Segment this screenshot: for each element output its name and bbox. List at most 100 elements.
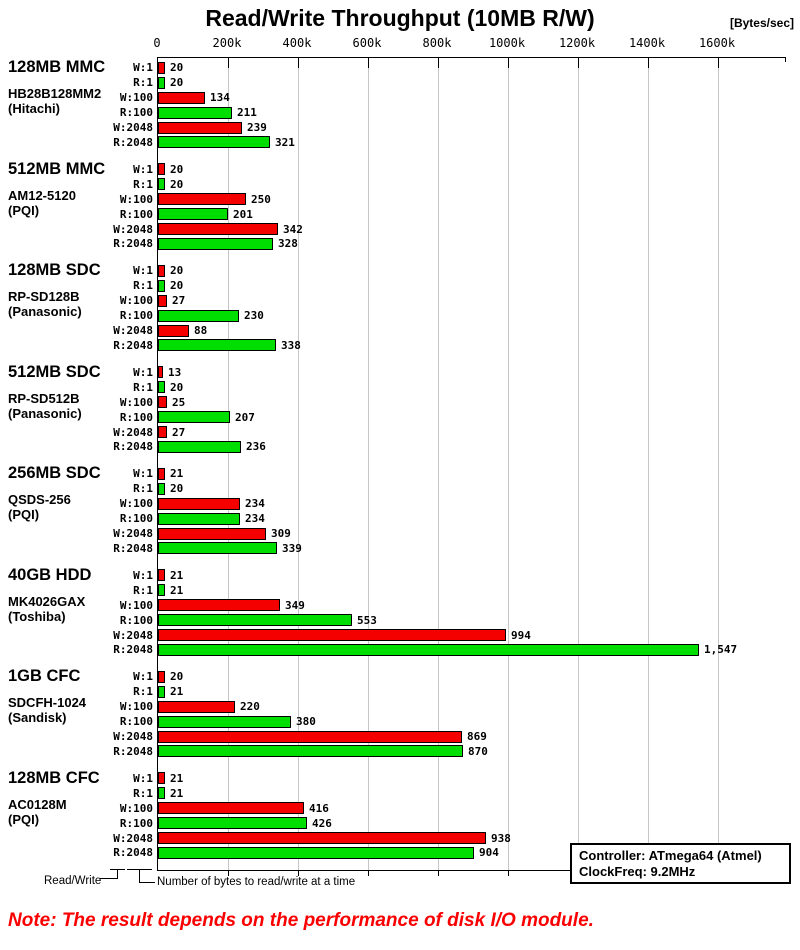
write-bar [158,426,167,438]
device-label-group: 128MB MMC HB28B128MM2 (Hitachi) [0,57,157,159]
x-tick-label: 0 [153,36,161,50]
bar-row: W:100 416 [120,801,786,816]
bar-row-label: W:1 [133,365,153,379]
bar-row-label: W:1 [133,467,153,481]
read-bar [158,440,241,453]
controller-line: Controller: ATmega64 (Atmel) [579,848,762,863]
bar-row-label: R:2048 [113,237,153,251]
bar-row-label: W:2048 [113,324,153,337]
bar-row: R:100 207 [120,410,786,425]
bar-row: W:1 13 [133,365,786,380]
axis-tick-bottom [438,871,439,876]
gridline [508,58,509,870]
bar-value-label: 20 [170,279,184,293]
bar-row-label: W:100 [119,700,153,714]
read-bar [158,339,276,352]
axis-tick-top [578,58,579,68]
read-bar [158,178,165,191]
read-bar [158,643,699,656]
bar-value-label: 1,547 [704,643,738,657]
bar-value-label: 27 [172,425,186,439]
device-maker: (Sandisk) [8,710,67,725]
bar-value-label: 207 [235,410,255,424]
device-label-group: 40GB HDD MK4026GAX (Toshiba) [0,565,157,667]
bar-row: R:100 380 [120,714,786,729]
write-bar [158,730,462,743]
read-bar [158,614,352,627]
bar-row-label: W:100 [119,395,153,409]
bar-row: W:2048 309 [113,526,786,541]
bar-value-label: 426 [312,816,332,830]
bar-row-label: R:1 [133,786,153,800]
units-label: [Bytes/sec] [729,16,794,30]
bar-row: R:2048 338 [113,338,786,353]
write-bar [158,163,165,176]
bar-group: W:1 21 R:1 21 W:100 416 R:100 426 W:2048 938 R:204… [113,769,786,871]
bar-row-label: W:2048 [113,730,153,743]
bar-value-label: 134 [210,91,230,105]
device-name: 256MB SDC [8,464,101,482]
bar-row: R:100 230 [120,308,786,323]
bar-row-label: R:2048 [113,846,153,860]
bar-row: R:1 20 [133,481,786,496]
device-label-group: 128MB CFC AC0128M (PQI) [0,768,157,870]
device-label-group: 256MB SDC QSDS-256 (PQI) [0,463,157,565]
bar-value-label: 21 [170,786,184,800]
axis-tick-bottom [368,871,369,876]
bar-row: R:1 20 [133,380,786,395]
device-maker: (Toshiba) [8,608,66,624]
read-bar [158,787,165,800]
bar-row-label: W:100 [119,801,153,815]
x-tick-label: 1400k [628,36,666,50]
read-bar [158,309,239,322]
bar-group: W:1 20 R:1 20 W:100 134 R:100 211 W:2048 239 R:204… [113,58,786,160]
bar-row-label: W:1 [133,670,153,684]
device-label-group: 512MB SDC RP-SD512B (Panasonic) [0,362,157,464]
read-bar [158,106,232,119]
bar-value-label: 230 [244,309,264,323]
read-bar [158,237,273,250]
write-bar [158,264,165,277]
bar-value-label: 328 [278,237,298,251]
read-bar [158,482,165,495]
bar-row-label: R:2048 [113,541,153,555]
bar-row-label: W:1 [133,264,153,278]
device-model: AC0128M [8,796,67,812]
axis-tick-bottom [508,871,509,876]
bar-row: R:1 20 [133,278,786,293]
bar-row-label: R:100 [119,309,153,323]
bar-row-label: W:100 [119,497,153,511]
bar-value-label: 250 [251,192,271,206]
write-bar [158,61,165,74]
device-model: RP-SD512B [8,390,80,406]
bar-row: W:1 21 [133,568,786,583]
write-bar [158,223,278,235]
bar-row: W:1 20 [133,670,786,685]
note-text: Note: The result depends on the performa… [8,910,594,931]
read-write-legend-label: Read/Write [44,875,102,887]
device-maker: (Panasonic) [8,304,82,319]
bar-row: W:100 234 [120,496,786,511]
bytes-legend-label: Number of bytes to read/write at a time [157,876,356,888]
axis-end-tick [785,58,786,62]
bar-row-label: R:1 [133,685,153,699]
device-label-gutter: 128MB MMC HB28B128MM2 (Hitachi) 512MB MMC AM… [0,57,157,869]
bar-row: W:100 250 [120,192,786,207]
bar-row-label: R:1 [133,279,153,293]
bar-row-label: W:1 [133,162,153,176]
device-name: 40GB HDD [8,565,92,584]
bar-group: W:1 20 R:1 21 W:100 220 R:100 380 W:2048 869 R:204… [113,667,786,769]
bar-row: R:1 20 [133,75,786,90]
bar-row-label: W:100 [119,192,153,206]
bar-row-label: W:100 [119,294,153,308]
device-model: AM12-5120 [8,187,76,203]
bar-group: W:1 13 R:1 20 W:100 25 R:100 207 W:2048 27 R:2048 2… [113,363,786,465]
bar-value-label: 239 [247,121,267,134]
read-bar [158,542,277,555]
device-model: QSDS-256 [8,492,71,507]
bar-row-label: W:1 [133,568,153,582]
x-tick-label: 600k [352,36,382,50]
read-bar [158,584,165,597]
device-model: MK4026GAX [8,593,86,609]
write-bar [158,629,506,641]
